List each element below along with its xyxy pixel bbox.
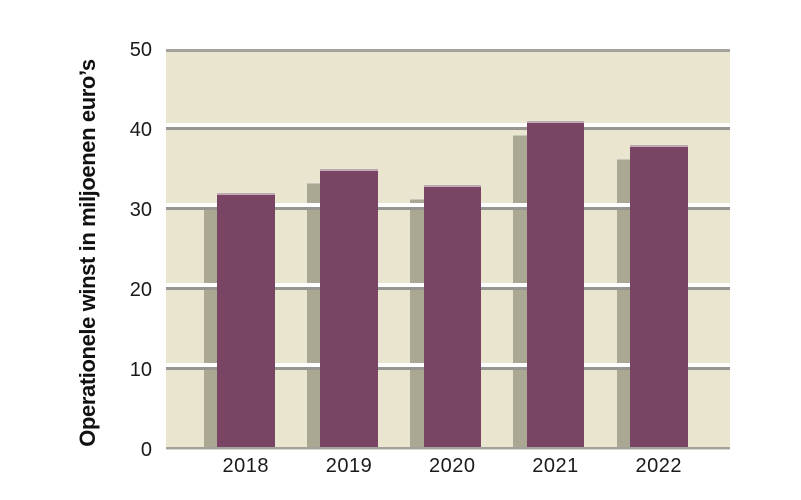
- plot-top-border: [166, 49, 730, 52]
- bar: [630, 145, 688, 449]
- x-tick-label: 2019: [325, 455, 373, 477]
- bar: [217, 193, 275, 449]
- x-tick-label: 2018: [222, 455, 269, 477]
- x-tick-label: 2022: [635, 455, 682, 477]
- x-axis-line: [166, 447, 730, 450]
- y-tick-label: 20: [129, 279, 152, 301]
- gridline: [166, 123, 730, 130]
- y-tick-label: 0: [140, 439, 152, 461]
- plot-area: [166, 49, 730, 450]
- bar: [320, 169, 378, 449]
- bar: [526, 121, 585, 449]
- x-tick-label: 2020: [429, 455, 476, 477]
- y-tick-label: 10: [129, 359, 152, 381]
- y-tick-label: 30: [129, 199, 152, 221]
- bar: [423, 185, 481, 449]
- y-tick-label: 40: [129, 119, 152, 141]
- x-tick-label: 2021: [532, 455, 579, 477]
- y-tick-label: 50: [129, 39, 152, 61]
